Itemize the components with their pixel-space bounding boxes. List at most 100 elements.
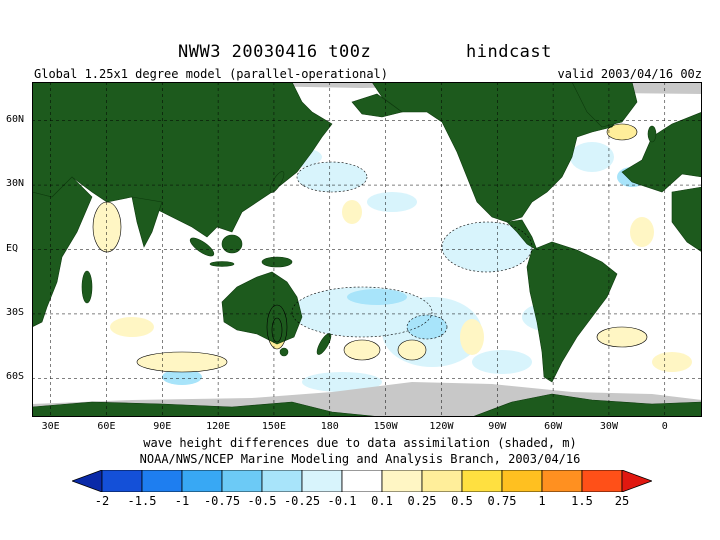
longitude-label: 180 bbox=[320, 421, 339, 432]
colorbar-label: -0.5 bbox=[247, 494, 277, 508]
graticule bbox=[32, 82, 702, 417]
shade-positive bbox=[460, 319, 484, 355]
colorbar-label: 1.5 bbox=[571, 494, 593, 508]
shading-caption: wave height differences due to data assi… bbox=[143, 436, 577, 450]
land-greenland bbox=[571, 82, 638, 128]
land-borneo bbox=[221, 234, 243, 254]
contour-line bbox=[291, 286, 433, 338]
land-alaska bbox=[351, 93, 403, 118]
shade-negative bbox=[407, 315, 447, 339]
contour-line bbox=[406, 314, 448, 340]
shade-negative bbox=[162, 369, 202, 385]
land-japan bbox=[269, 171, 285, 193]
colorbar-swatch bbox=[381, 470, 423, 492]
colorbar-label: -1.5 bbox=[127, 494, 157, 508]
colorbar bbox=[72, 470, 652, 492]
land-madagascar bbox=[81, 270, 93, 304]
shade-negative bbox=[347, 289, 407, 305]
colorbar-swatch bbox=[181, 470, 223, 492]
plot-title-run-type: hindcast bbox=[466, 42, 552, 62]
colorbar-swatch bbox=[461, 470, 503, 492]
colorbar-swatch bbox=[621, 470, 652, 492]
contour-line bbox=[343, 339, 381, 361]
map-border bbox=[32, 82, 702, 417]
colorbar-swatch bbox=[141, 470, 183, 492]
shade-negative bbox=[472, 350, 532, 374]
contour-line bbox=[92, 201, 122, 253]
land-new-guinea bbox=[261, 256, 293, 268]
land-new-zealand bbox=[316, 333, 332, 355]
land-antarctica-east bbox=[471, 393, 702, 417]
contour-layer bbox=[92, 123, 648, 373]
shade-positive bbox=[93, 202, 121, 252]
latitude-label: 60S bbox=[6, 371, 25, 383]
longitude-label: 30E bbox=[41, 421, 60, 432]
colorbar-swatch bbox=[301, 470, 343, 492]
land-india bbox=[131, 196, 163, 248]
shade-positive bbox=[110, 317, 154, 337]
colorbar-swatch bbox=[501, 470, 543, 492]
contour-line bbox=[296, 161, 368, 193]
colorbar-label: 0.75 bbox=[487, 494, 517, 508]
colorbar-label: -0.75 bbox=[203, 494, 241, 508]
contour-line bbox=[441, 221, 533, 273]
land-antarctica bbox=[32, 401, 383, 417]
shade-positive bbox=[597, 327, 647, 347]
land-africa bbox=[32, 176, 93, 328]
latitude-label: EQ bbox=[6, 242, 19, 254]
contour-line bbox=[271, 317, 283, 343]
land-java bbox=[209, 261, 235, 267]
shade-positive bbox=[607, 124, 637, 140]
colorbar-swatch bbox=[541, 470, 583, 492]
colorbar-swatch bbox=[341, 470, 383, 492]
colorbar-label: 0.5 bbox=[451, 494, 473, 508]
colorbar-swatch bbox=[421, 470, 463, 492]
valid-time: valid 2003/04/16 00z bbox=[557, 67, 703, 81]
colorbar-swatch bbox=[101, 470, 143, 492]
shade-positive bbox=[137, 352, 227, 372]
longitude-label: 120W bbox=[429, 421, 454, 432]
shade-negative bbox=[570, 142, 614, 172]
shade-negative bbox=[367, 192, 417, 212]
contour-line bbox=[397, 339, 427, 361]
land-west-africa bbox=[671, 186, 702, 253]
shade-positive bbox=[652, 352, 692, 372]
colorbar-label: -0.1 bbox=[327, 494, 357, 508]
land-south-america bbox=[526, 241, 618, 383]
colorbar-label: 0.1 bbox=[371, 494, 393, 508]
shade-positive bbox=[398, 340, 426, 360]
colorbar-swatch bbox=[261, 470, 303, 492]
land-eurasia bbox=[32, 82, 702, 193]
shade-negative bbox=[297, 162, 367, 192]
contour-line bbox=[606, 123, 638, 141]
model-description: Global 1.25x1 degree model (parallel-ope… bbox=[34, 67, 389, 81]
contour-line bbox=[266, 304, 288, 350]
land-north-america bbox=[371, 82, 633, 223]
colorbar-swatch bbox=[221, 470, 263, 492]
colorbar-label: 1 bbox=[538, 494, 546, 508]
shade-positive bbox=[344, 340, 380, 360]
longitude-label: 120E bbox=[206, 421, 231, 432]
longitude-label: 150W bbox=[373, 421, 398, 432]
longitude-label: 30W bbox=[599, 421, 618, 432]
longitude-label: 150E bbox=[261, 421, 286, 432]
latitude-label: 60N bbox=[6, 113, 25, 125]
colorbar-label: -1 bbox=[174, 494, 190, 508]
land-tasmania bbox=[279, 347, 289, 357]
colorbar-label: -0.25 bbox=[283, 494, 321, 508]
plot-title: NWW3 20030416 t00z bbox=[178, 42, 372, 62]
longitude-label: 0 bbox=[661, 421, 668, 432]
longitude-label: 60W bbox=[544, 421, 563, 432]
credit-caption: NOAA/NWS/NCEP Marine Modeling and Analys… bbox=[139, 452, 581, 466]
longitude-label: 90W bbox=[488, 421, 507, 432]
land-sumatra bbox=[189, 237, 215, 257]
colorbar-label: 0.25 bbox=[407, 494, 437, 508]
contour-line bbox=[136, 351, 228, 373]
shade-positive bbox=[342, 200, 362, 224]
shade-positive bbox=[630, 217, 654, 247]
colorbar-swatch bbox=[581, 470, 623, 492]
longitude-label: 60E bbox=[97, 421, 116, 432]
land-uk bbox=[647, 125, 657, 143]
longitude-label: 90E bbox=[153, 421, 172, 432]
shade-negative bbox=[302, 372, 382, 392]
